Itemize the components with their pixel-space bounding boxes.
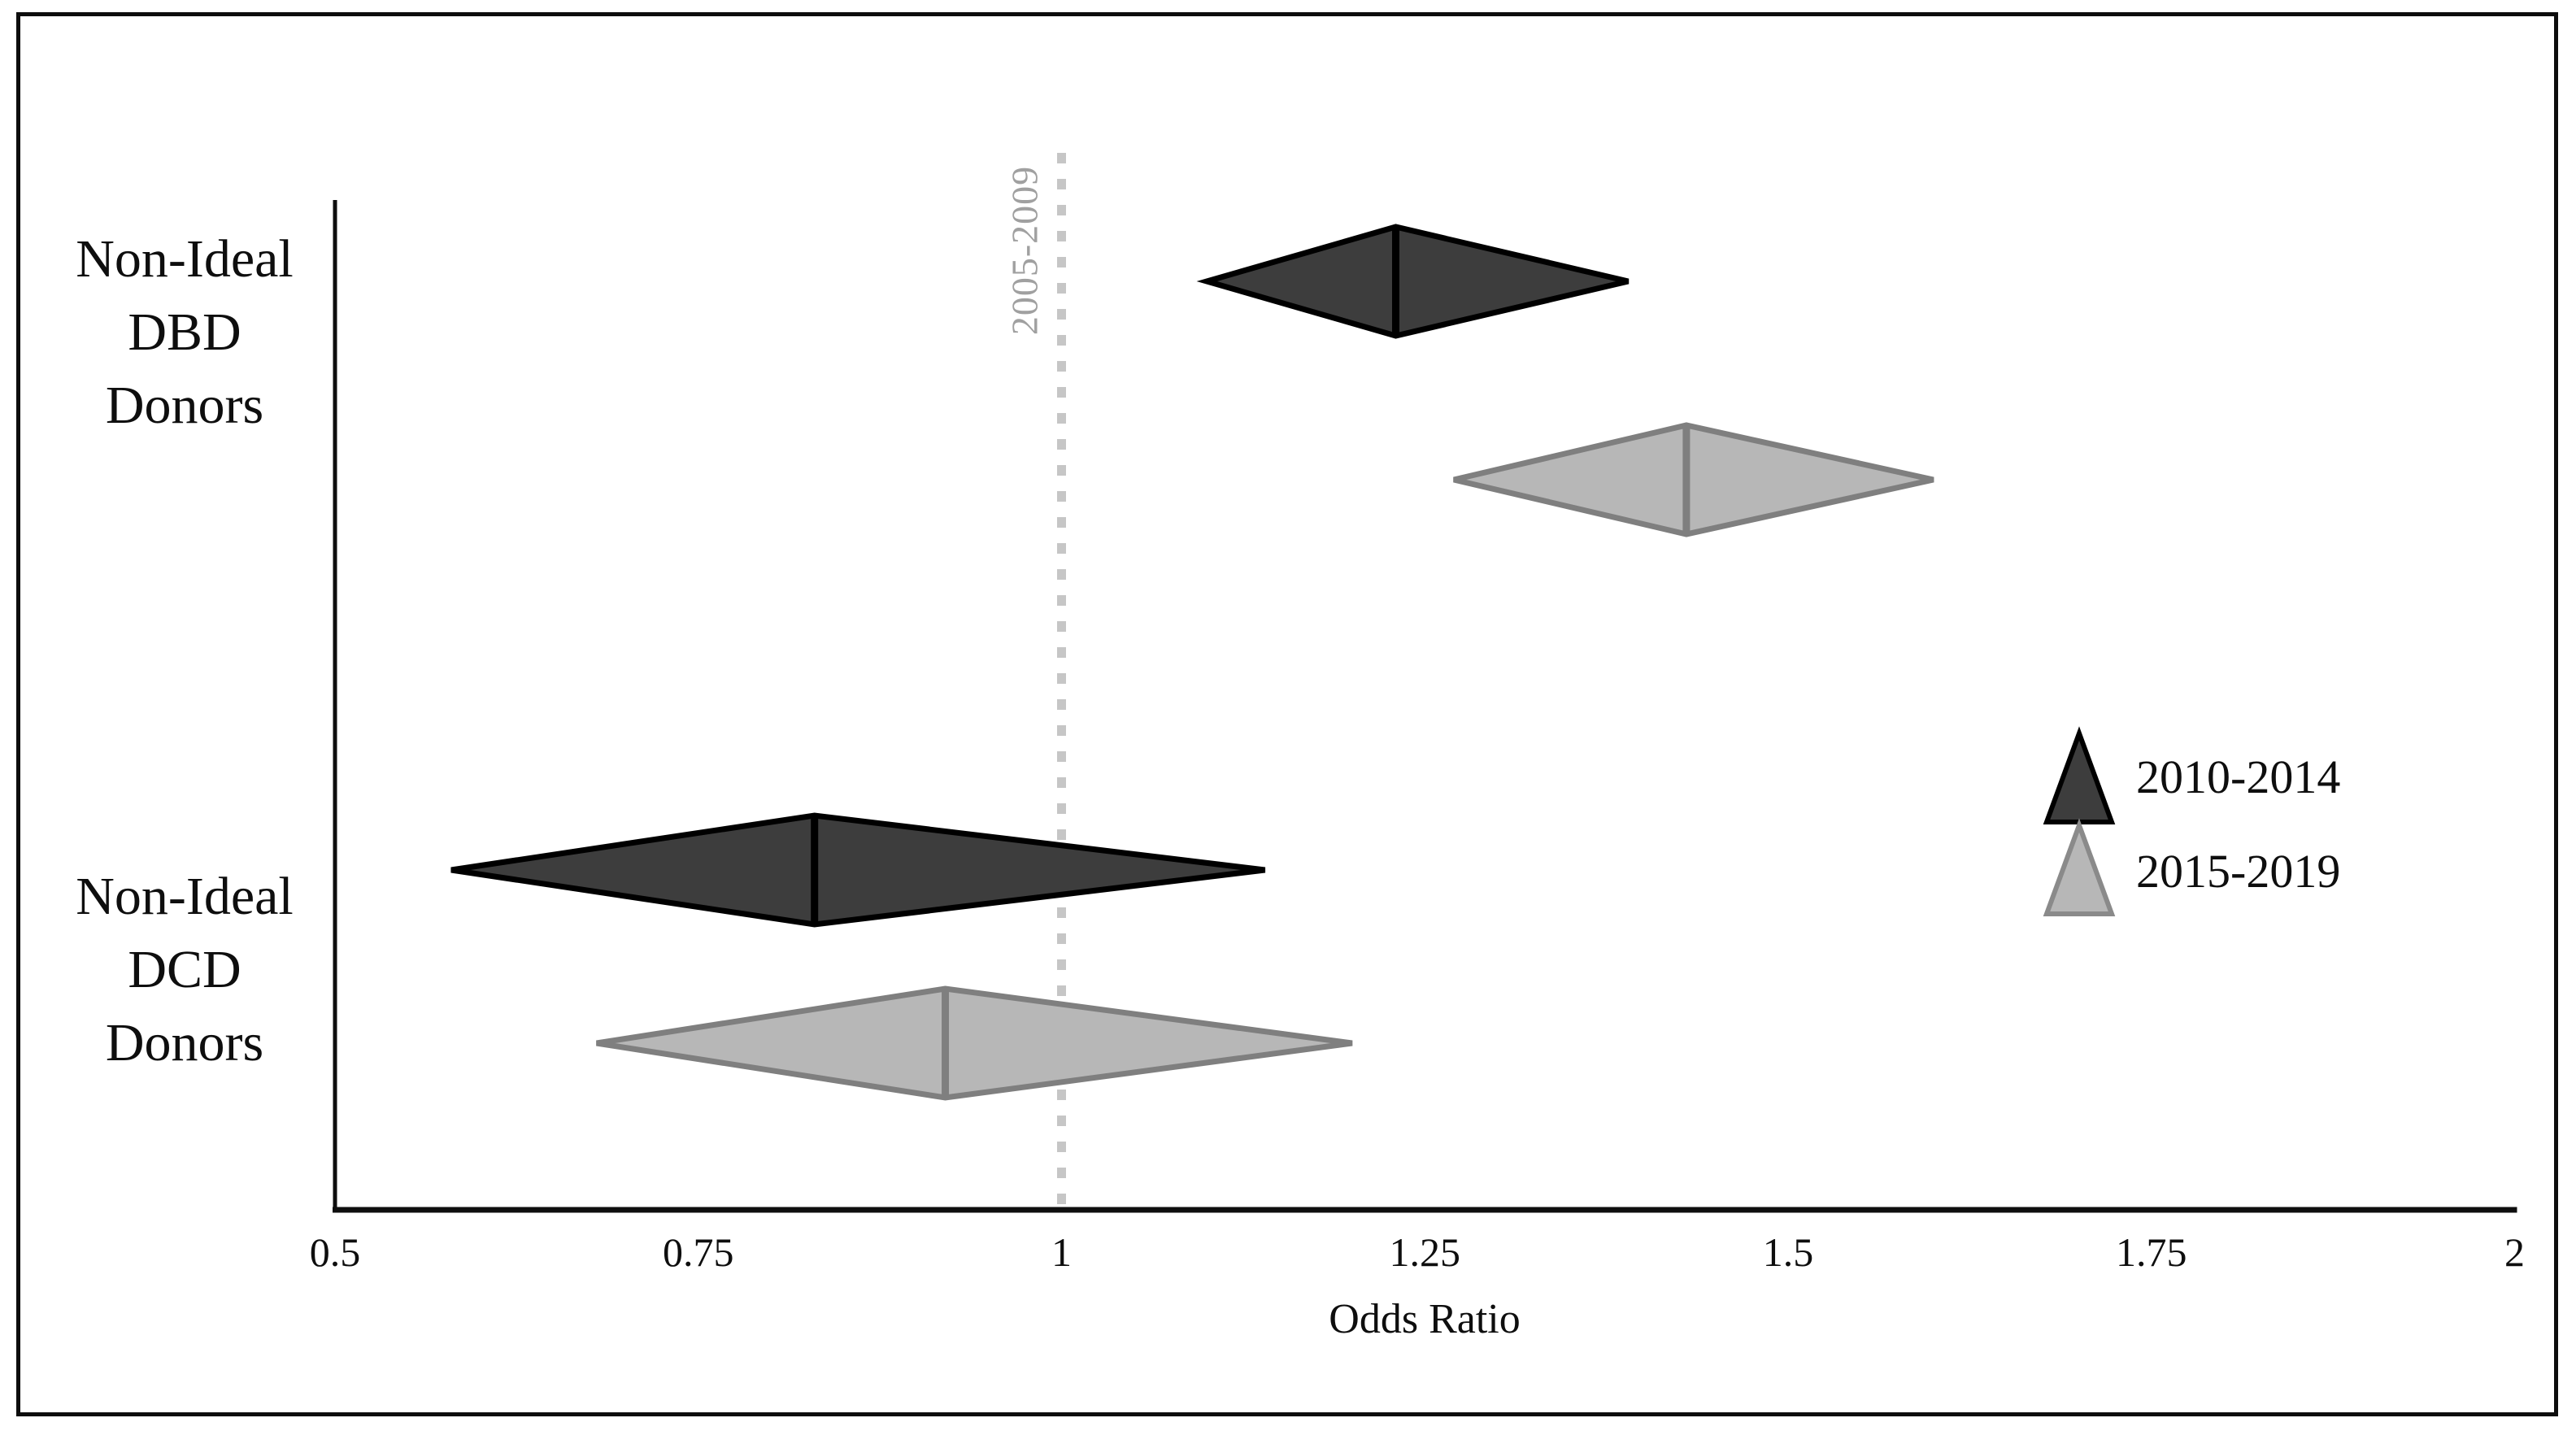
x-tick-label-2: 2 bbox=[2504, 1229, 2525, 1275]
legend-label-2010-2014: 2010-2014 bbox=[2136, 750, 2341, 803]
x-axis-title: Odds Ratio bbox=[1329, 1296, 1521, 1342]
figure-border bbox=[16, 12, 2558, 1416]
legend-label-2015-2019: 2015-2019 bbox=[2136, 845, 2341, 898]
x-tick-label-0.75: 0.75 bbox=[663, 1229, 734, 1275]
category-label-line: Non-Ideal bbox=[76, 229, 294, 289]
category-label-line: Donors bbox=[105, 1013, 264, 1072]
x-tick-label-1: 1 bbox=[1051, 1229, 1072, 1275]
x-tick-label-0.5: 0.5 bbox=[309, 1229, 361, 1275]
diamond-2015-2019-dbd bbox=[1453, 422, 1934, 537]
category-label-line: Donors bbox=[105, 376, 264, 435]
diamond-2010-2014-dcd bbox=[450, 812, 1266, 928]
category-label-line: Non-Ideal bbox=[76, 867, 294, 926]
diamond-2015-2019-dcd bbox=[596, 985, 1353, 1101]
category-label-dbd: Non-Ideal DBD Donors bbox=[14, 223, 355, 442]
x-tick-label-1.25: 1.25 bbox=[1389, 1229, 1461, 1275]
legend-triangle-icon-2015-2019 bbox=[2043, 818, 2116, 916]
reference-line-label: 2005-2009 bbox=[1003, 165, 1046, 336]
category-label-dcd: Non-Ideal DCD Donors bbox=[14, 860, 355, 1080]
diamond-2010-2014-dbd bbox=[1196, 224, 1630, 339]
x-tick-label-1.75: 1.75 bbox=[2116, 1229, 2187, 1275]
category-label-line: DBD bbox=[128, 302, 242, 362]
x-tick-label-1.5: 1.5 bbox=[1762, 1229, 1814, 1275]
legend-triangle-icon-2010-2014 bbox=[2043, 726, 2116, 824]
category-label-line: DCD bbox=[128, 940, 242, 999]
